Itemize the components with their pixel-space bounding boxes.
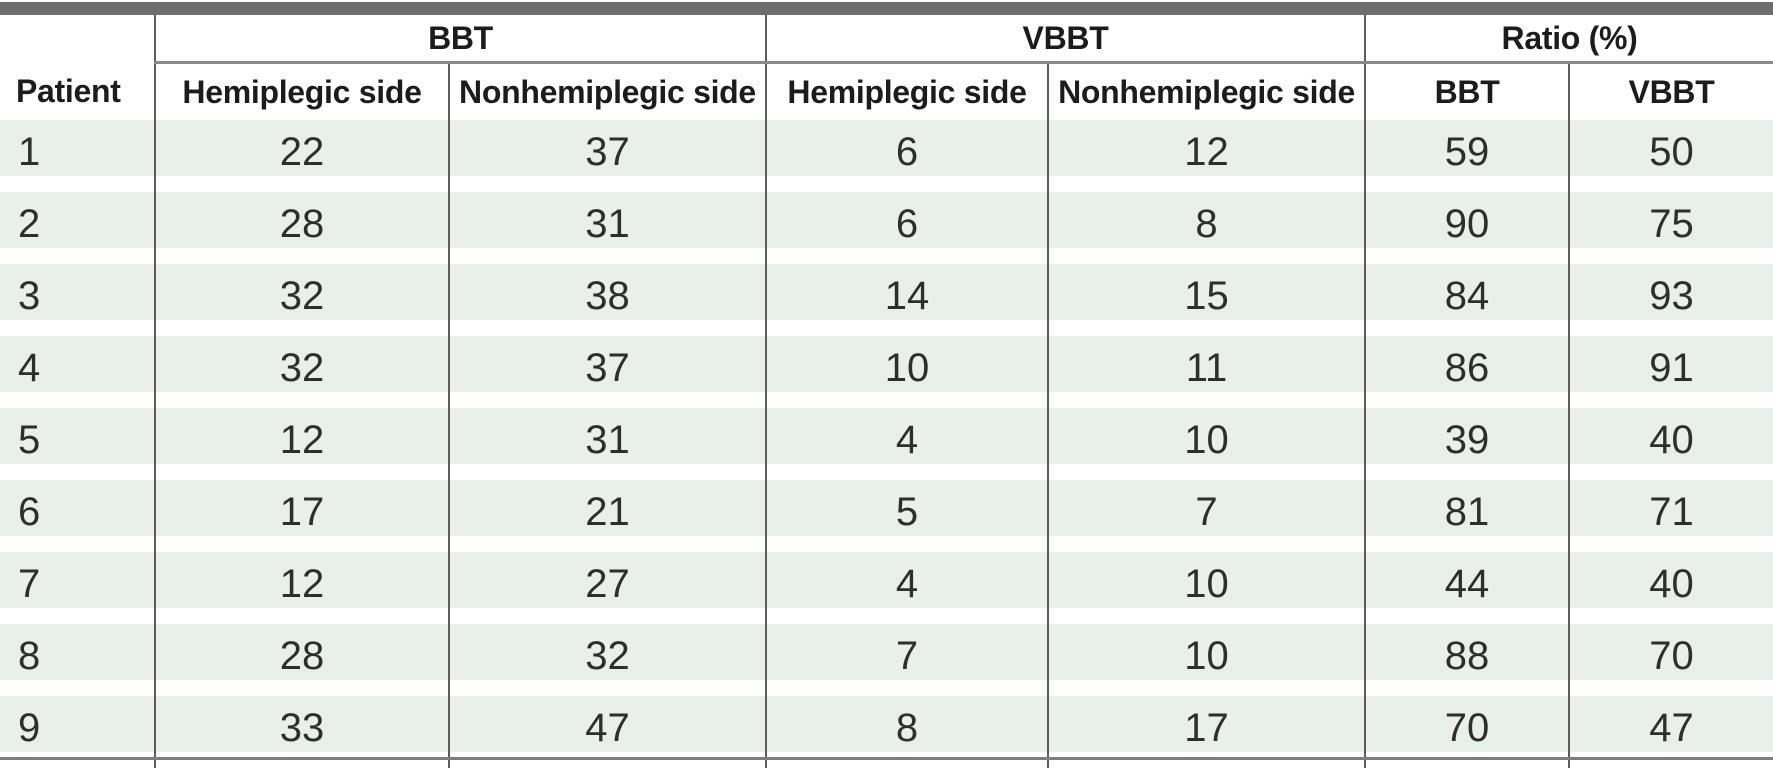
value-cell: 7 [1046,480,1366,552]
value-cell: 38 [448,264,766,336]
value-cell: 11 [1046,336,1366,408]
value-cell: 90 [1364,192,1570,264]
value-cell: 50 [1568,120,1773,192]
value-cell: 47 [1568,696,1773,768]
value-cell: 39 [1364,408,1570,480]
column-header-vbbt-nonhemiplegic: Nonhemiplegic side [1046,62,1366,120]
column-header-patient: Patient [16,72,121,109]
value-cell: 70 [1364,696,1570,768]
value-cell: 10 [765,336,1048,408]
value-cell: 10 [1046,624,1366,696]
patient-number-cell: 1 [0,120,155,192]
table-row: 9 33 47 8 17 70 47 [0,696,1773,768]
value-cell: 59 [1364,120,1570,192]
value-cell: 12 [154,552,449,624]
value-cell: 28 [154,624,449,696]
value-cell: 93 [1568,264,1773,336]
value-cell: 17 [154,480,449,552]
value-cell: 8 [765,696,1048,768]
value-cell: 33 [154,696,449,768]
value-cell: 17 [1046,696,1366,768]
table-body: 1 22 37 6 12 59 50 2 28 31 6 8 90 75 3 32 38 14 15 84 93 4 32 3… [0,120,1773,768]
value-cell: 5 [765,480,1048,552]
table-row: 1 22 37 6 12 59 50 [0,120,1773,192]
value-cell: 40 [1568,552,1773,624]
value-cell: 81 [1364,480,1570,552]
value-cell: 21 [448,480,766,552]
column-group-ratio: Ratio (%) [1364,15,1773,64]
value-cell: 71 [1568,480,1773,552]
value-cell: 4 [765,408,1048,480]
patient-number-cell: 4 [0,336,155,408]
patient-number-cell: 3 [0,264,155,336]
value-cell: 4 [765,552,1048,624]
value-cell: 12 [1046,120,1366,192]
value-cell: 88 [1364,624,1570,696]
value-cell: 10 [1046,552,1366,624]
table-row: 2 28 31 6 8 90 75 [0,192,1773,264]
table-row: 3 32 38 14 15 84 93 [0,264,1773,336]
value-cell: 75 [1568,192,1773,264]
table-row: 6 17 21 5 7 81 71 [0,480,1773,552]
column-group-bbt: BBT [154,15,766,64]
value-cell: 12 [154,408,449,480]
value-cell: 6 [765,120,1048,192]
value-cell: 15 [1046,264,1366,336]
value-cell: 37 [448,120,766,192]
patient-number-cell: 9 [0,696,155,768]
value-cell: 28 [154,192,449,264]
results-table: BBT VBBT Ratio (%) Patient Hemiplegic si… [0,15,1773,768]
bottom-divider-bar [0,757,1773,760]
value-cell: 22 [154,120,449,192]
patient-number-cell: 7 [0,552,155,624]
value-cell: 37 [448,336,766,408]
column-header-bbt-nonhemiplegic: Nonhemiplegic side [448,62,766,120]
value-cell: 91 [1568,336,1773,408]
column-group-row: BBT VBBT Ratio (%) [0,15,1773,64]
value-cell: 7 [765,624,1048,696]
value-cell: 47 [448,696,766,768]
column-group-vbbt: VBBT [764,15,1366,64]
value-cell: 10 [1046,408,1366,480]
value-cell: 31 [448,408,766,480]
value-cell: 8 [1046,192,1366,264]
patient-number-cell: 2 [0,192,155,264]
column-header-vbbt-hemiplegic: Hemiplegic side [765,62,1048,120]
value-cell: 70 [1568,624,1773,696]
value-cell: 44 [1364,552,1570,624]
value-cell: 40 [1568,408,1773,480]
column-header-ratio-bbt: BBT [1364,62,1570,120]
table-header: BBT VBBT Ratio (%) Patient Hemiplegic si… [0,15,1773,120]
value-cell: 27 [448,552,766,624]
value-cell: 14 [765,264,1048,336]
value-cell: 31 [448,192,766,264]
value-cell: 32 [154,336,449,408]
value-cell: 6 [765,192,1048,264]
value-cell: 32 [448,624,766,696]
table-row: 4 32 37 10 11 86 91 [0,336,1773,408]
table-row: 7 12 27 4 10 44 40 [0,552,1773,624]
value-cell: 84 [1364,264,1570,336]
value-cell: 32 [154,264,449,336]
patient-number-cell: 8 [0,624,155,696]
table-row: 8 28 32 7 10 88 70 [0,624,1773,696]
column-header-bbt-hemiplegic: Hemiplegic side [154,62,449,120]
value-cell: 86 [1364,336,1570,408]
patient-number-cell: 5 [0,408,155,480]
patient-group-spacer [0,15,155,63]
column-header-ratio-vbbt: VBBT [1568,62,1773,120]
top-divider-bar [0,2,1773,15]
table-row: 5 12 31 4 10 39 40 [0,408,1773,480]
patient-number-cell: 6 [0,480,155,552]
column-header-row: Patient Hemiplegic side Nonhemiplegic si… [0,62,1773,120]
